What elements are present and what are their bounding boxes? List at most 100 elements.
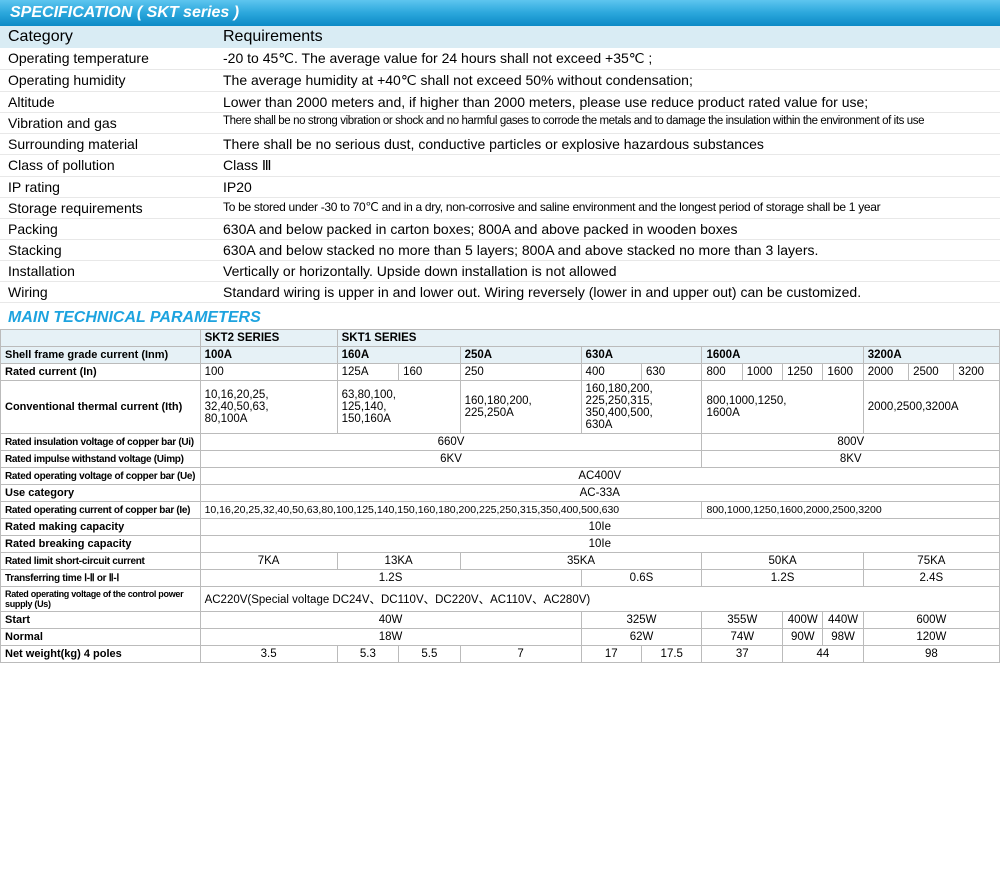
params-table: SKT2 SERIES SKT1 SERIES Shell frame grad… [0, 329, 1000, 663]
shortc-row: Rated limit short-circuit current 7KA 13… [1, 553, 1000, 570]
label-normal: Normal [1, 629, 201, 646]
rated-v2a: 125A [337, 364, 398, 381]
shell-c3: 250A [460, 347, 581, 364]
label-ctrlvolt: Rated operating voltage of the control p… [1, 587, 201, 612]
transfer-a: 1.2S [200, 570, 581, 587]
shell-c1: 100A [200, 347, 337, 364]
spec-header: SPECIFICATION ( SKT series ) [0, 0, 1000, 26]
breaking-row: Rated breaking capacity 10Ie [1, 536, 1000, 553]
thermal-c4: 160,180,200, 225,250,315, 350,400,500, 6… [581, 381, 702, 434]
impulse-b: 8KV [702, 451, 1000, 468]
spec-row: Operating humidityThe average humidity a… [0, 70, 1000, 92]
start-f: 600W [863, 612, 999, 629]
spec-cat: Surrounding material [0, 134, 215, 155]
label-making: Rated making capacity [1, 519, 201, 536]
normal-row: Normal 18W 62W 74W 90W 98W 120W [1, 629, 1000, 646]
weight-c5b: 44 [783, 646, 864, 663]
spec-cat: Operating temperature [0, 48, 215, 70]
ctrlvolt-row: Rated operating voltage of the control p… [1, 587, 1000, 612]
normal-f: 120W [863, 629, 999, 646]
making-val: 10Ie [200, 519, 999, 536]
spec-req: IP20 [215, 177, 1000, 198]
ctrlvolt-val: AC220V(Special voltage DC24V、DC110V、DC22… [200, 587, 999, 612]
spec-row: Class of pollutionClass Ⅲ [0, 155, 1000, 177]
weight-row: Net weight(kg) 4 poles 3.5 5.3 5.5 7 17 … [1, 646, 1000, 663]
weight-c5a: 37 [702, 646, 783, 663]
opvolt-val: AC400V [200, 468, 999, 485]
spec-col-cat: Category [0, 26, 215, 48]
spec-cat: IP rating [0, 177, 215, 198]
label-shell: Shell frame grade current (Inm) [1, 347, 201, 364]
insul-row: Rated insulation voltage of copper bar (… [1, 434, 1000, 451]
spec-row: WiringStandard wiring is upper in and lo… [0, 282, 1000, 303]
usecat-row: Use category AC-33A [1, 485, 1000, 502]
rated-v6b: 2500 [909, 364, 954, 381]
label-opvolt: Rated operating voltage of copper bar (U… [1, 468, 201, 485]
thermal-c1: 10,16,20,25, 32,40,50,63, 80,100A [200, 381, 337, 434]
label-weight: Net weight(kg) 4 poles [1, 646, 201, 663]
weight-c3: 7 [460, 646, 581, 663]
spec-cat: Stacking [0, 240, 215, 261]
rated-row: Rated current (In) 100 125A 160 250 400 … [1, 364, 1000, 381]
insul-b: 800V [702, 434, 1000, 451]
weight-c6: 98 [863, 646, 999, 663]
spec-req: To be stored under -30 to 70℃ and in a d… [215, 198, 1000, 219]
shell-c4: 630A [581, 347, 702, 364]
spec-row: Operating temperature-20 to 45℃. The ave… [0, 48, 1000, 70]
label-thermal: Conventional thermal current (Ith) [1, 381, 201, 434]
spec-cat: Storage requirements [0, 198, 215, 219]
spec-row: Packing630A and below packed in carton b… [0, 219, 1000, 240]
spec-cat: Wiring [0, 282, 215, 303]
label-transfer: Transferring time Ⅰ-Ⅱ or Ⅱ-Ⅰ [1, 570, 201, 587]
rated-v3: 250 [460, 364, 581, 381]
label-usecat: Use category [1, 485, 201, 502]
spec-req: Standard wiring is upper in and lower ou… [215, 282, 1000, 303]
start-a: 40W [200, 612, 581, 629]
label-impulse: Rated impulse withstand voltage (Uimp) [1, 451, 201, 468]
spec-cat: Packing [0, 219, 215, 240]
transfer-c: 1.2S [702, 570, 863, 587]
start-e: 440W [823, 612, 863, 629]
series-skt1: SKT1 SERIES [337, 330, 999, 347]
rated-v1: 100 [200, 364, 337, 381]
thermal-c2: 63,80,100, 125,140, 150,160A [337, 381, 460, 434]
spec-req: There shall be no serious dust, conducti… [215, 134, 1000, 155]
weight-c2b: 5.5 [399, 646, 460, 663]
rated-v6c: 3200 [954, 364, 1000, 381]
rated-v6a: 2000 [863, 364, 908, 381]
label-opcur: Rated operating current of copper bar (I… [1, 502, 201, 519]
start-b: 325W [581, 612, 702, 629]
series-row: SKT2 SERIES SKT1 SERIES [1, 330, 1000, 347]
thermal-c5: 800,1000,1250, 1600A [702, 381, 863, 434]
transfer-d: 2.4S [863, 570, 999, 587]
shell-row: Shell frame grade current (Inm) 100A 160… [1, 347, 1000, 364]
shell-c2: 160A [337, 347, 460, 364]
spec-req: 630A and below packed in carton boxes; 8… [215, 219, 1000, 240]
rated-v2b: 160 [399, 364, 460, 381]
weight-c2a: 5.3 [337, 646, 398, 663]
spec-row: Altitude Lower than 2000 meters and, if … [0, 92, 1000, 113]
label-start: Start [1, 612, 201, 629]
weight-c1: 3.5 [200, 646, 337, 663]
impulse-a: 6KV [200, 451, 702, 468]
spec-row: IP ratingIP20 [0, 177, 1000, 198]
spec-req: -20 to 45℃. The average value for 24 hou… [215, 48, 1000, 70]
rated-v4b: 630 [642, 364, 702, 381]
spec-row: Stacking630A and below stacked no more t… [0, 240, 1000, 261]
transfer-b: 0.6S [581, 570, 702, 587]
shortc-c34: 35KA [460, 553, 702, 570]
label-insul: Rated insulation voltage of copper bar (… [1, 434, 201, 451]
thermal-c3: 160,180,200, 225,250A [460, 381, 581, 434]
rated-v5c: 1250 [783, 364, 823, 381]
rated-v4a: 400 [581, 364, 641, 381]
spec-req: Class Ⅲ [215, 155, 1000, 177]
spec-cat: Installation [0, 261, 215, 282]
weight-c4a: 17 [581, 646, 641, 663]
shortc-c6: 75KA [863, 553, 999, 570]
normal-b: 62W [581, 629, 702, 646]
rated-v5d: 1600 [823, 364, 863, 381]
transfer-row: Transferring time Ⅰ-Ⅱ or Ⅱ-Ⅰ 1.2S 0.6S 1… [1, 570, 1000, 587]
spec-row: Surrounding materialThere shall be no se… [0, 134, 1000, 155]
label-shortc: Rated limit short-circuit current [1, 553, 201, 570]
shell-c6: 3200A [863, 347, 999, 364]
